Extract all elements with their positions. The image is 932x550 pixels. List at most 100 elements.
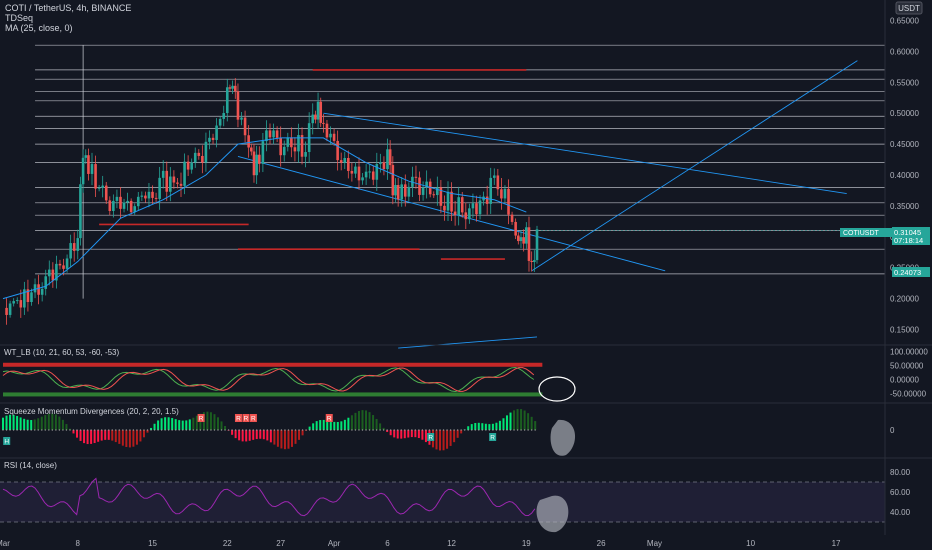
candle-body (228, 87, 232, 89)
squeeze-dot (256, 429, 258, 431)
squeeze-dot (139, 429, 142, 431)
current-price-badge[interactable]: COTIUSDT 0.31045 07:18:14 (840, 227, 930, 245)
squeeze-dot (252, 429, 254, 431)
squeeze-bar (379, 423, 382, 430)
squeeze-dot (235, 429, 237, 431)
squeeze-pane[interactable]: HR R R R RR R (2, 409, 576, 456)
candle-body (403, 184, 407, 197)
candle-body (450, 191, 453, 212)
squeeze-dot (390, 429, 392, 431)
candle-body (101, 185, 104, 188)
candle-body (527, 227, 531, 261)
candle-body (15, 300, 19, 302)
candle-body (47, 269, 51, 277)
candle-body (510, 214, 514, 222)
squeeze-bar (453, 430, 456, 443)
squeeze-dot (9, 429, 11, 431)
squeeze-bar (326, 420, 329, 430)
candle-body (525, 227, 528, 244)
indicator-ma-label[interactable]: MA (25, close, 0) (5, 23, 73, 33)
squeeze-dot (411, 429, 413, 431)
squeeze-bar (209, 412, 212, 430)
wt-tick-label: 50.00000 (890, 362, 924, 371)
current-price-text: 0.31045 (894, 228, 921, 237)
candle-body (33, 284, 37, 293)
rsi-title[interactable]: RSI (14, close) (4, 461, 57, 470)
squeeze-dot (132, 429, 135, 431)
squeeze-dot (312, 429, 314, 431)
squeeze-bar (319, 420, 322, 430)
time-tick-label: 26 (597, 539, 606, 548)
squeeze-bar (276, 430, 279, 447)
squeeze-bar (498, 420, 501, 430)
candle-body (311, 114, 315, 124)
candle-body (112, 200, 115, 211)
squeeze-dot (502, 429, 505, 431)
price-tick-label: 0.65000 (890, 16, 919, 25)
candle-body (44, 276, 48, 289)
candle-body (215, 125, 218, 140)
wt-lb-pane[interactable] (2, 362, 576, 402)
candle-body (453, 211, 457, 216)
candle-body (108, 200, 112, 211)
wt-highlight-circle (538, 376, 576, 402)
squeeze-zero-label: 0 (890, 426, 895, 435)
squeeze-bar (467, 426, 470, 430)
squeeze-dot (506, 429, 508, 431)
squeeze-dot (136, 429, 138, 431)
squeeze-dot (280, 429, 283, 431)
squeeze-bar (400, 430, 403, 439)
candle-body (503, 188, 507, 199)
squeeze-bar (446, 430, 449, 449)
candle-body (69, 243, 72, 259)
squeeze-dot (481, 429, 483, 431)
candle-body (5, 307, 8, 315)
squeeze-dot (273, 429, 275, 431)
squeeze-dot (129, 429, 131, 431)
squeeze-bar (146, 430, 149, 433)
squeeze-bar (347, 417, 350, 430)
squeeze-bar (47, 413, 50, 430)
squeeze-bar (248, 430, 251, 441)
candle-body (468, 208, 471, 220)
squeeze-bar (83, 430, 86, 444)
candle-body (129, 200, 133, 213)
squeeze-dot (418, 429, 420, 431)
squeeze-dot (210, 429, 212, 431)
squeeze-dot (27, 429, 29, 431)
candle-body (204, 141, 208, 163)
candle-body (329, 133, 332, 138)
squeeze-bar (234, 430, 237, 439)
currency-badge[interactable] (895, 1, 923, 15)
squeeze-dot (168, 429, 170, 431)
candle-body (222, 113, 226, 119)
candle-body (282, 146, 286, 156)
rsi-tick-label: 80.00 (890, 468, 911, 477)
candle-body (457, 197, 460, 216)
candle-body (218, 118, 222, 126)
candle-body (425, 181, 428, 188)
squeeze-signal-text: R (244, 416, 249, 423)
squeeze-bar (26, 419, 29, 430)
wt-lb-title[interactable]: WT_LB (10, 21, 60, 53, -60, -53) (4, 348, 120, 357)
indicator-tdseq-label[interactable]: TDSeq (5, 13, 33, 23)
squeeze-dot (94, 429, 96, 431)
candle-body (364, 171, 368, 178)
squeeze-title[interactable]: Squeeze Momentum Divergences (20, 2, 20,… (4, 407, 179, 416)
squeeze-bar (386, 430, 389, 432)
squeeze-bar (76, 430, 79, 438)
candle-body (485, 196, 489, 204)
time-tick-label: 6 (385, 539, 390, 548)
squeeze-dot (23, 429, 25, 431)
squeeze-dot (203, 429, 205, 431)
rsi-pane[interactable] (0, 477, 885, 533)
squeeze-dot (425, 429, 427, 431)
currency-badge-label: USDT (898, 4, 920, 13)
squeeze-dot (20, 429, 22, 431)
price-pane[interactable] (2, 44, 885, 349)
squeeze-dot (372, 429, 374, 431)
candle-body (90, 164, 94, 174)
squeeze-dot (323, 429, 325, 431)
squeeze-bar (516, 409, 519, 430)
squeeze-bar (301, 430, 304, 436)
